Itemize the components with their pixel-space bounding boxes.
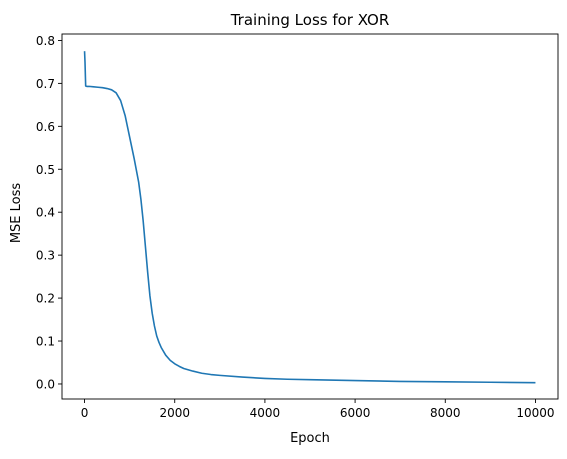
y-tick-label-5: 0.5	[36, 163, 55, 177]
x-tick-label-1: 2000	[159, 406, 190, 420]
x-tick-label-5: 10000	[516, 406, 554, 420]
y-tick-label-1: 0.1	[36, 335, 55, 349]
x-tick-label-0: 0	[81, 406, 89, 420]
y-tick-label-2: 0.2	[36, 292, 55, 306]
x-tick-label-3: 6000	[340, 406, 371, 420]
x-tick-label-4: 8000	[430, 406, 461, 420]
y-axis-label: MSE Loss	[9, 183, 24, 244]
y-tick-label-4: 0.4	[36, 206, 55, 220]
x-axis-label: Epoch	[290, 431, 330, 446]
chart-title: Training Loss for XOR	[230, 11, 390, 29]
axes-frame	[61, 33, 559, 400]
plot-area: 0 2000 4000 6000 8000 10000 0.0 0.1 0.2 0.3 0.4 0.5…	[36, 33, 559, 420]
y-tick-label-0: 0.0	[36, 377, 55, 391]
x-tick-label-2: 4000	[250, 406, 281, 420]
y-tick-label-3: 0.3	[36, 249, 55, 263]
y-tick-label-6: 0.6	[36, 120, 55, 134]
y-tick-label-8: 0.8	[36, 34, 55, 48]
series-line-0	[83, 51, 536, 384]
y-tick-label-7: 0.7	[36, 77, 55, 91]
